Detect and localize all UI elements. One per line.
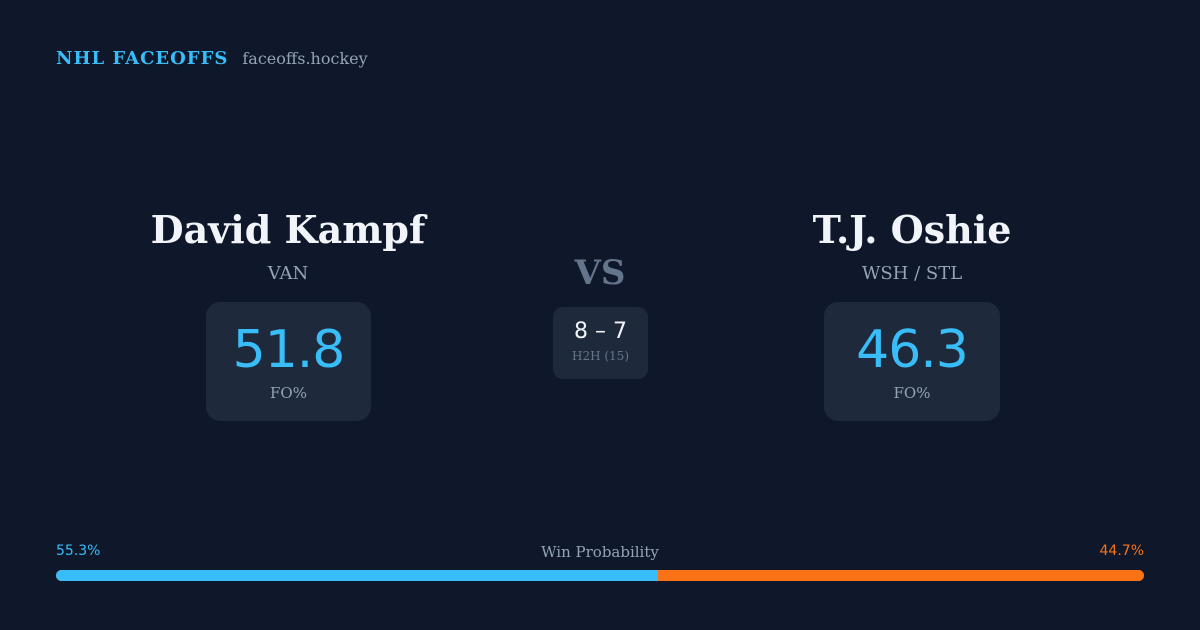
left-player-team: VAN (267, 263, 309, 284)
win-probability-labels: 55.3% Win Probability 44.7% (56, 543, 1144, 563)
left-fo-card: 51.8 FO% (206, 302, 371, 421)
h2h-score: 8 – 7 (574, 319, 627, 344)
right-fo-label: FO% (893, 384, 931, 402)
right-player-team: WSH / STL (861, 263, 963, 284)
win-probability-bar (56, 570, 1144, 581)
win-probability-title: Win Probability (541, 543, 659, 561)
left-player: David Kampf VAN (128, 205, 448, 286)
header: NHL FACEOFFS faceoffs.hockey (56, 48, 368, 69)
right-fo-card: 46.3 FO% (824, 302, 1000, 421)
left-fo-label: FO% (270, 384, 307, 402)
h2h-card: 8 – 7 H2H (15) (553, 307, 648, 379)
site-domain: faceoffs.hockey (242, 49, 368, 68)
win-probability-left-fill (56, 570, 658, 581)
brand-title: NHL FACEOFFS (56, 48, 229, 69)
win-probability-left: 55.3% (56, 543, 101, 559)
right-player-name: T.J. Oshie (812, 207, 1012, 252)
left-player-name: David Kampf (150, 207, 426, 252)
win-probability-right-fill (657, 570, 1144, 581)
right-fo-value: 46.3 (856, 320, 969, 380)
left-fo-value: 51.8 (232, 320, 346, 380)
win-probability-right: 44.7% (1099, 543, 1144, 559)
vs-label: VS (574, 253, 626, 293)
right-player: T.J. Oshie WSH / STL (752, 205, 1072, 286)
h2h-label: H2H (15) (571, 349, 629, 363)
